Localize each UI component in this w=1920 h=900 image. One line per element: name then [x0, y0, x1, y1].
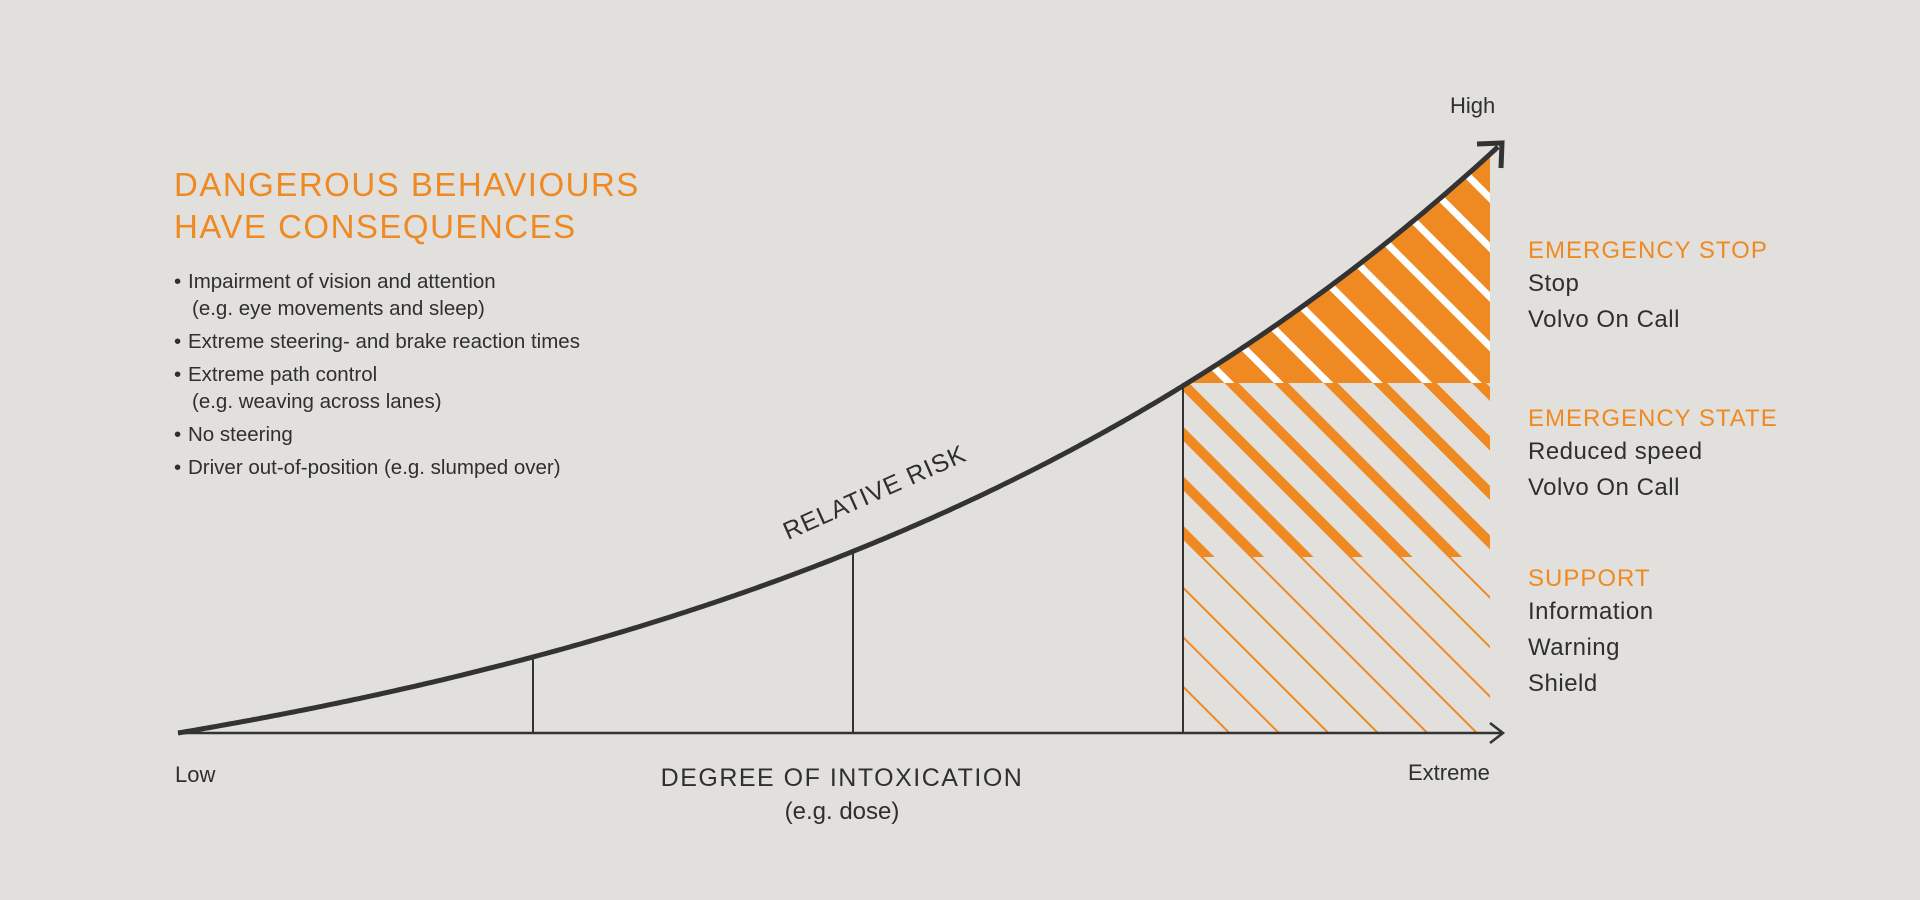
zone-title: SUPPORT: [1528, 565, 1651, 592]
x-axis-high-label: Extreme: [1408, 760, 1490, 785]
zone-support: SUPPORT Information Warning Shield: [1528, 564, 1654, 702]
x-axis-title: DEGREE OF INTOXICATION: [660, 764, 1024, 792]
zone-item: Warning: [1528, 634, 1620, 661]
emergency-stop-zone: [1183, 154, 1490, 386]
support-zone: [1183, 557, 1490, 733]
emergency-state-zone: [1183, 383, 1490, 557]
y-axis-high-label: High: [1450, 93, 1496, 118]
zone-item: Reduced speed: [1528, 438, 1703, 465]
curve-arrow-icon: [1476, 140, 1505, 169]
x-axis-arrow-icon: [1489, 722, 1506, 744]
title-line-1: DANGEROUS BEHAVIOURS: [174, 166, 640, 203]
zone-item: Volvo On Call: [1528, 306, 1680, 333]
list-item: No steering: [174, 421, 580, 448]
list-item: Impairment of vision and attention(e.g. …: [174, 268, 580, 322]
page-title: DANGEROUS BEHAVIOURS HAVE CONSEQUENCES: [174, 164, 640, 248]
list-item: Extreme steering- and brake reaction tim…: [174, 328, 580, 355]
zone-item: Stop: [1528, 270, 1580, 297]
zone-item: Information: [1528, 598, 1654, 625]
title-line-2: HAVE CONSEQUENCES: [174, 208, 577, 245]
curve-label: RELATIVE RISK: [779, 440, 971, 546]
x-axis-low-label: Low: [175, 762, 216, 787]
x-axis-subtitle: (e.g. dose): [784, 798, 900, 825]
list-item: Driver out-of-position (e.g. slumped ove…: [174, 454, 580, 481]
behaviour-list: Impairment of vision and attention(e.g. …: [174, 268, 580, 487]
zone-item: Volvo On Call: [1528, 474, 1680, 501]
zone-item: Shield: [1528, 670, 1598, 697]
zone-title: EMERGENCY STOP: [1528, 237, 1768, 264]
relative-risk-curve: [177, 144, 1500, 736]
list-item: Extreme path control(e.g. weaving across…: [174, 361, 580, 415]
zone-emergency-state: EMERGENCY STATE Reduced speed Volvo On C…: [1528, 404, 1778, 506]
zone-emergency-stop: EMERGENCY STOP Stop Volvo On Call: [1528, 236, 1768, 338]
zone-title: EMERGENCY STATE: [1528, 405, 1778, 432]
